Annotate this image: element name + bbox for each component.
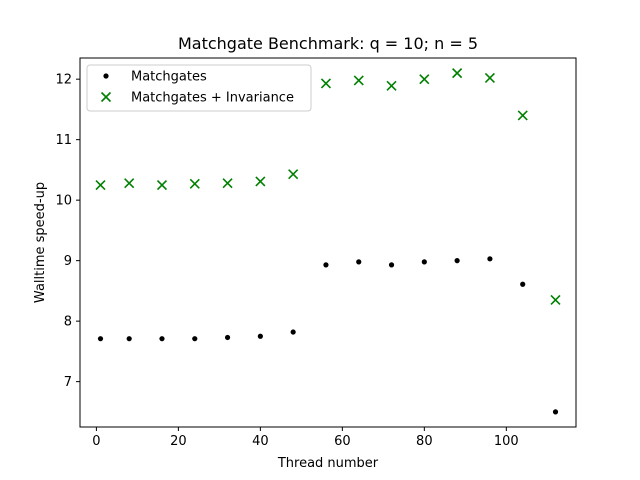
y-tick-label: 10: [55, 194, 72, 209]
legend: Matchgates Matchgates + Invariance: [86, 64, 312, 112]
point-matchgates-invariance: [95, 179, 106, 191]
y-axis-title: Walltime speed-up: [33, 182, 48, 303]
plot-area: [95, 68, 561, 415]
legend-label-invariance: Matchgates + Invariance: [131, 91, 294, 106]
legend-box: [86, 64, 312, 112]
y-tick-label: 9: [64, 254, 72, 269]
point-matchgates-invariance: [353, 75, 364, 86]
x-axis-title: Thread number: [277, 456, 379, 471]
point-matchgates-invariance: [288, 169, 299, 180]
chart-title: Matchgate Benchmark: q = 10; n = 5: [178, 34, 478, 53]
x-tick-label: 100: [494, 434, 519, 449]
point-matchgates: [192, 336, 198, 342]
y-tick-label: 11: [55, 133, 72, 148]
point-matchgates: [290, 329, 296, 335]
legend-marker-invariance: [100, 91, 112, 103]
y-tick-label: 7: [64, 375, 72, 390]
point-matchgates-invariance: [320, 78, 332, 89]
point-matchgates: [159, 336, 165, 342]
point-matchgates: [487, 256, 493, 262]
point-matchgates: [126, 336, 132, 342]
point-matchgates: [356, 259, 362, 265]
point-matchgates-invariance: [124, 178, 135, 189]
point-matchgates-invariance: [386, 80, 397, 91]
point-matchgates: [454, 258, 460, 264]
point-matchgates-invariance: [517, 110, 528, 121]
point-matchgates-invariance: [419, 74, 430, 85]
legend-marker-matchgates: [103, 73, 109, 79]
point-matchgates-invariance: [255, 176, 266, 187]
y-tick-label: 12: [55, 73, 72, 88]
point-matchgates-invariance: [156, 179, 168, 191]
x-tick-label: 20: [170, 434, 187, 449]
y-tick-label: 8: [64, 315, 72, 330]
point-matchgates: [323, 262, 329, 268]
y-axis: 7 8 9 10 11 12: [55, 73, 80, 390]
point-matchgates: [552, 409, 559, 415]
legend-label-matchgates: Matchgates: [131, 70, 207, 85]
point-matchgates: [97, 336, 104, 342]
point-matchgates-invariance: [222, 178, 233, 189]
x-tick-label: 60: [334, 434, 351, 449]
point-matchgates-invariance: [189, 178, 200, 189]
x-tick-label: 0: [92, 434, 100, 449]
axes-frame: [79, 57, 577, 428]
point-matchgates-invariance: [550, 294, 561, 306]
x-tick-label: 80: [416, 434, 433, 449]
x-tick-label: 40: [252, 434, 269, 449]
point-matchgates: [520, 281, 526, 287]
x-axis: 0 20 40 60 80 100: [92, 427, 519, 449]
point-matchgates: [257, 333, 263, 339]
point-matchgates-invariance: [484, 72, 495, 84]
point-matchgates: [388, 262, 395, 268]
point-matchgates-invariance: [452, 68, 463, 79]
point-matchgates: [421, 259, 427, 265]
point-matchgates: [224, 334, 231, 341]
